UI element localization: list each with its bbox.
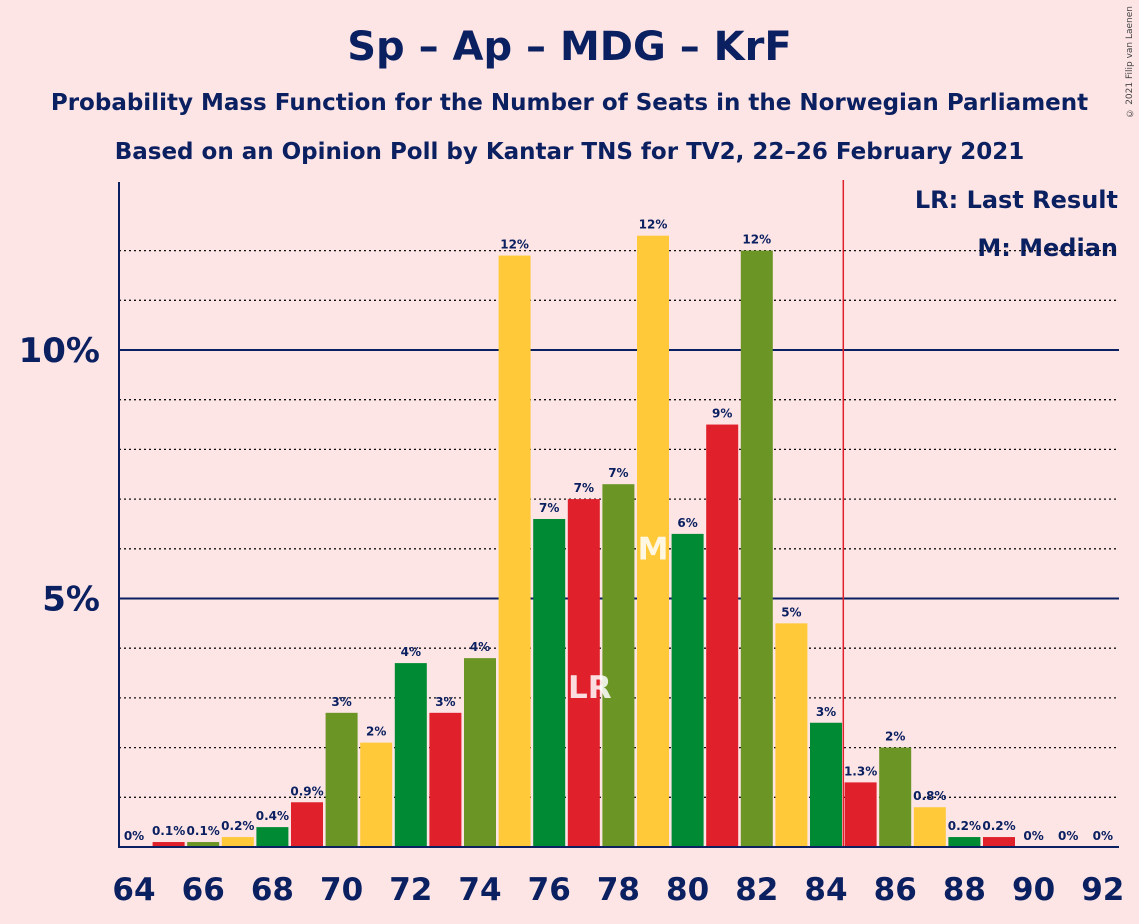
legend-median: M: Median <box>977 234 1118 262</box>
bar-value-label: 12% <box>639 218 668 232</box>
x-tick-label: 88 <box>943 872 986 908</box>
bar-value-label: 7% <box>574 481 594 495</box>
bar-value-label: 3% <box>816 705 836 719</box>
bar <box>256 827 289 847</box>
bar <box>602 484 635 847</box>
x-tick-label: 70 <box>320 872 363 908</box>
bar <box>948 837 981 847</box>
bar-value-label: 7% <box>608 466 628 480</box>
bar-value-label: 0.1% <box>187 824 220 838</box>
x-tick-label: 72 <box>389 872 432 908</box>
bar <box>740 250 773 848</box>
bar <box>567 499 600 847</box>
bar-value-label: 6% <box>677 516 697 530</box>
bar <box>706 424 739 847</box>
bar <box>152 842 185 847</box>
bar-value-label: 7% <box>539 501 559 515</box>
bar-value-label: 0.8% <box>913 789 946 803</box>
bar-value-label: 1.3% <box>844 764 877 778</box>
x-tick-label: 74 <box>458 872 501 908</box>
bar <box>360 742 393 847</box>
bar <box>775 623 808 847</box>
bar-value-label: 0% <box>1023 829 1043 843</box>
bar-value-label: 3% <box>435 695 455 709</box>
median-marker: M <box>638 531 669 567</box>
bar-value-label: 0.4% <box>256 809 289 823</box>
last-result-marker: LR <box>568 670 612 706</box>
x-tick-label: 64 <box>112 872 155 908</box>
bar <box>325 712 358 847</box>
legend-last-result: LR: Last Result <box>914 186 1118 214</box>
bar-value-label: 0% <box>1058 829 1078 843</box>
bar <box>221 837 254 847</box>
chart-subtitle-1: Probability Mass Function for the Number… <box>50 90 1089 116</box>
x-tick-label: 90 <box>1012 872 1055 908</box>
bar-value-label: 2% <box>885 730 905 744</box>
bar-value-label: 0% <box>124 829 144 843</box>
chart-subtitle-2: Based on an Opinion Poll by Kantar TNS f… <box>114 139 1025 165</box>
x-tick-label: 86 <box>874 872 917 908</box>
bar <box>879 747 912 847</box>
bar <box>429 712 462 847</box>
x-tick-label: 68 <box>251 872 294 908</box>
bar <box>464 658 496 847</box>
chart-title: Sp – Ap – MDG – KrF <box>347 24 792 70</box>
bar <box>810 722 842 847</box>
bar <box>187 842 220 847</box>
bar-value-label: 12% <box>500 238 529 252</box>
bar <box>671 533 704 847</box>
x-tick-label: 82 <box>735 872 778 908</box>
x-tick-label: 76 <box>528 872 571 908</box>
bar-value-label: 4% <box>401 645 421 659</box>
y-tick-label: 5% <box>42 580 100 620</box>
bar <box>291 802 323 847</box>
x-tick-label: 66 <box>182 872 225 908</box>
bar <box>498 255 531 847</box>
bar <box>844 782 877 847</box>
x-tick-label: 84 <box>804 872 847 908</box>
bar-value-label: 5% <box>781 605 801 619</box>
bar-value-label: 0.2% <box>982 819 1015 833</box>
bar-value-label: 0.1% <box>152 824 185 838</box>
bar-value-label: 0.2% <box>221 819 254 833</box>
bar-value-label: 9% <box>712 407 732 421</box>
bar-value-label: 4% <box>470 640 490 654</box>
bar-value-label: 12% <box>742 233 771 247</box>
bar-value-label: 0.2% <box>948 819 981 833</box>
x-tick-label: 78 <box>597 872 640 908</box>
x-tick-label: 80 <box>666 872 709 908</box>
bar <box>533 518 566 847</box>
bar <box>983 837 1015 847</box>
bar <box>637 235 669 847</box>
y-tick-label: 10% <box>19 331 100 371</box>
bar-value-label: 0.9% <box>290 784 323 798</box>
bar-value-label: 3% <box>331 695 351 709</box>
bar <box>913 807 946 847</box>
x-tick-label: 92 <box>1081 872 1124 908</box>
bar-value-label: 2% <box>366 725 386 739</box>
bar-value-label: 0% <box>1093 829 1113 843</box>
bar <box>394 663 427 847</box>
